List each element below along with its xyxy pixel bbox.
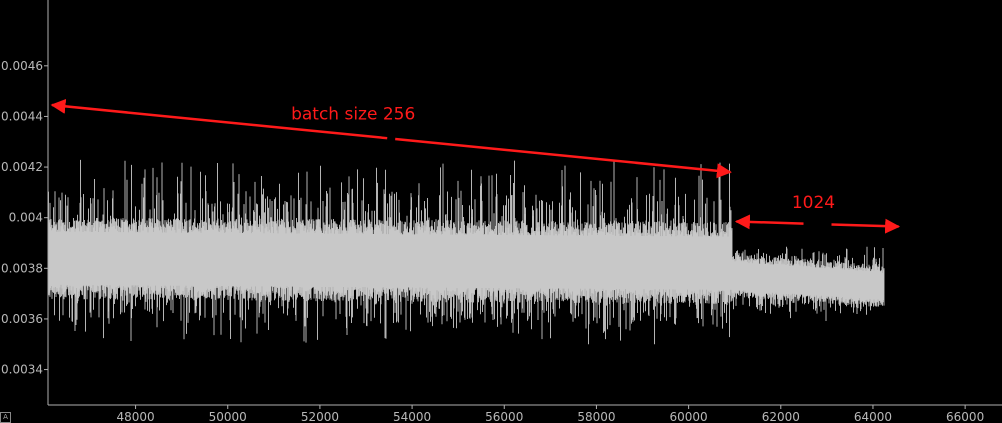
x-tick-label: 58000 [577,410,615,423]
y-tick-label: 0.0038 [1,261,43,275]
annotation-layer: batch size 256 1024 [50,98,901,234]
y-tick-label: 0.0042 [1,160,43,174]
x-tick-label: 48000 [116,410,154,423]
x-tick-label: 54000 [393,410,431,423]
x-tick-label: 52000 [301,410,339,423]
annotation-label: 1024 [792,193,835,213]
series-segment-1 [47,159,733,345]
y-tick-label: 0.0034 [1,363,43,377]
resize-handle-icon[interactable]: A [0,412,11,423]
series-layer [47,159,885,345]
series-band-core [732,262,882,300]
annotation-arrow-left [734,214,804,230]
annotation-arrow-left [50,98,388,140]
y-tick-label: 0.0046 [1,59,43,73]
annotation-label: batch size 256 [291,105,415,125]
annotation-arrow-right [831,218,901,234]
x-tick-label: 66000 [946,410,984,423]
x-tick-label: 56000 [485,410,523,423]
x-tick-label: 62000 [762,410,800,423]
y-tick-label: 0.0036 [1,312,43,326]
y-tick-label: 0.0044 [1,109,43,123]
x-tick-label: 64000 [854,410,892,423]
x-tick-label: 50000 [209,410,247,423]
x-tick-label: 60000 [670,410,708,423]
annotation-1: batch size 256 [50,98,732,179]
y-tick-label: 0.004 [9,211,43,225]
annotation-arrow-right [395,137,732,179]
series-band-core [48,231,732,290]
annotation-2: 1024 [734,193,901,234]
series-segment-2 [731,246,885,321]
